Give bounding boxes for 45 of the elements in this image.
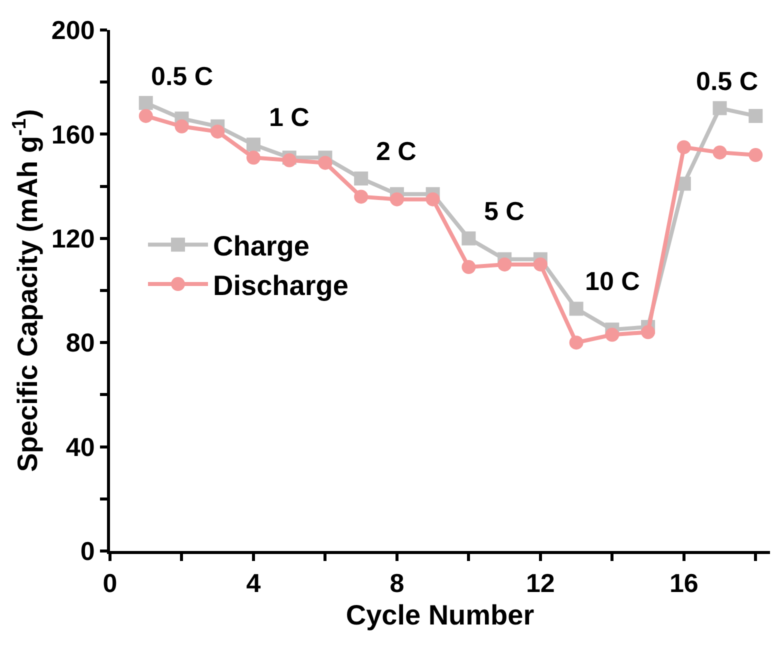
point <box>569 302 584 316</box>
point <box>676 140 691 154</box>
y-tick-label: 80 <box>66 328 95 358</box>
x-tick-label: 16 <box>669 568 698 598</box>
point <box>318 156 332 170</box>
legend-label: Discharge <box>213 270 348 301</box>
y-tick-label: 0 <box>80 536 95 566</box>
point <box>462 260 476 274</box>
annotation: 10 C <box>585 266 640 296</box>
point <box>462 231 476 246</box>
annotation: 0.5 C <box>151 61 214 91</box>
legend-label: Charge <box>213 230 310 262</box>
point <box>174 119 189 134</box>
point <box>748 148 763 162</box>
point <box>138 108 153 123</box>
x-axis-title: Cycle Number <box>346 599 534 630</box>
annotation: 5 C <box>484 196 525 226</box>
y-tick-label: 160 <box>51 119 95 150</box>
point <box>210 124 225 139</box>
y-tick-label: 200 <box>51 15 95 46</box>
point <box>426 192 440 206</box>
point <box>712 145 727 160</box>
annotation: 1 C <box>269 102 310 132</box>
point <box>748 108 763 123</box>
x-tick-label: 8 <box>390 568 404 598</box>
point <box>641 325 656 340</box>
point <box>533 257 548 272</box>
x-tick-label: 4 <box>246 568 262 598</box>
point <box>354 190 368 204</box>
x-tick-label: 12 <box>526 568 555 598</box>
annotation: 0.5 C <box>696 66 758 96</box>
x-tick-label: 0 <box>102 568 118 598</box>
point <box>498 257 512 272</box>
point <box>605 328 620 342</box>
point <box>246 150 260 165</box>
point <box>569 336 584 350</box>
point <box>354 171 368 186</box>
point <box>246 138 260 152</box>
point <box>712 101 727 116</box>
y-tick-label: 120 <box>51 224 95 254</box>
y-tick-label: 40 <box>66 432 95 462</box>
point <box>282 153 296 168</box>
annotation: 2 C <box>376 136 417 166</box>
point <box>138 96 153 110</box>
point <box>390 192 404 206</box>
